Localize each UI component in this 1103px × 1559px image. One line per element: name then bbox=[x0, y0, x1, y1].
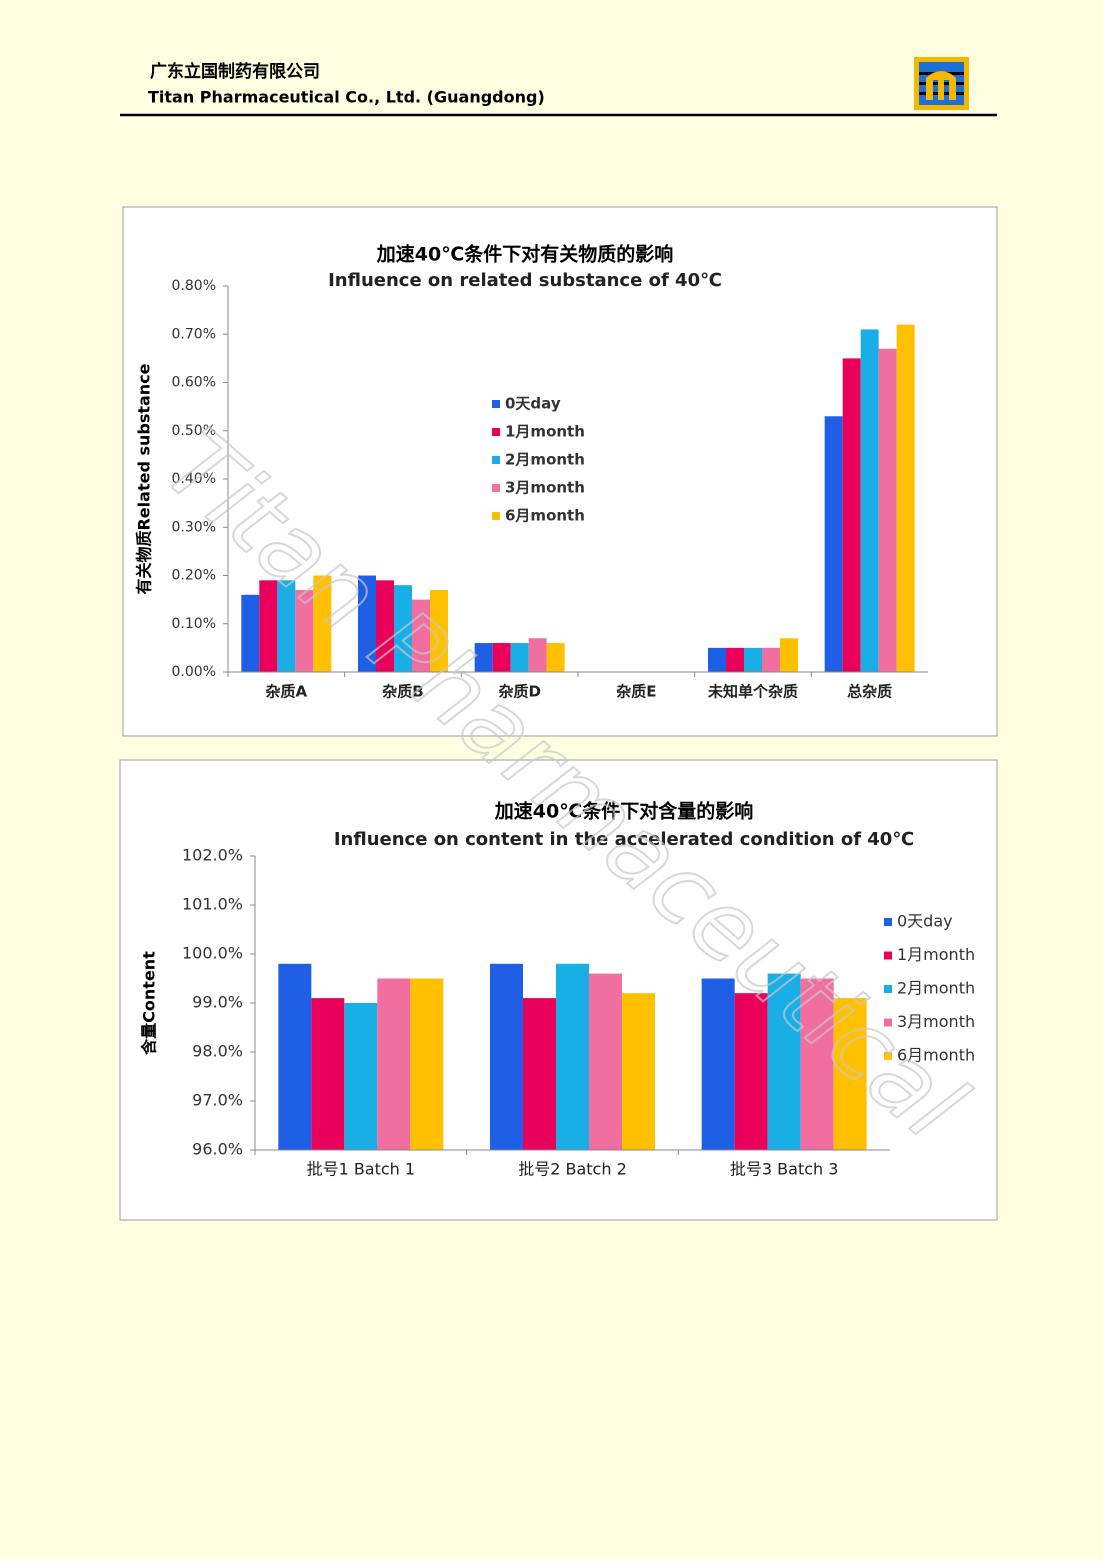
bar bbox=[278, 963, 312, 1150]
bar bbox=[734, 993, 768, 1150]
bar bbox=[241, 594, 260, 672]
bar bbox=[800, 978, 834, 1150]
bar bbox=[556, 963, 589, 1150]
bar bbox=[833, 998, 867, 1150]
x-tick-label: 批号2 Batch 2 bbox=[518, 1160, 627, 1179]
bar bbox=[490, 963, 523, 1150]
bar bbox=[589, 973, 622, 1150]
bar bbox=[523, 998, 556, 1150]
bar bbox=[878, 348, 897, 672]
legend-swatch bbox=[884, 918, 892, 926]
y-tick-label: 0.60% bbox=[172, 375, 216, 391]
legend-label: 1月month bbox=[505, 423, 585, 441]
y-axis-label: 有关物质Related substance bbox=[135, 363, 154, 594]
legend-swatch bbox=[492, 456, 500, 464]
legend-swatch bbox=[492, 512, 500, 520]
x-tick-label: 未知单个杂质 bbox=[707, 683, 798, 701]
company-cn: 广东立国制药有限公司 bbox=[150, 61, 320, 82]
legend-label: 0天day bbox=[505, 395, 561, 413]
bar bbox=[744, 647, 762, 672]
legend-swatch bbox=[884, 1052, 892, 1060]
bar bbox=[430, 589, 448, 672]
bar bbox=[510, 643, 529, 672]
bar bbox=[726, 647, 744, 672]
bar bbox=[842, 358, 861, 672]
y-tick-label: 0.50% bbox=[172, 423, 216, 439]
bar bbox=[708, 647, 726, 672]
bar bbox=[376, 580, 394, 672]
bar bbox=[767, 973, 801, 1150]
y-axis-label: 含量Content bbox=[140, 951, 159, 1055]
bar bbox=[277, 580, 296, 672]
y-tick-label: 101.0% bbox=[182, 895, 243, 914]
company-en: Titan Pharmaceutical Co., Ltd. (Guangdon… bbox=[148, 88, 545, 107]
y-tick-label: 99.0% bbox=[192, 993, 243, 1012]
bar bbox=[410, 978, 444, 1150]
y-tick-label: 0.00% bbox=[172, 664, 216, 680]
bar bbox=[259, 580, 278, 672]
bar bbox=[412, 599, 430, 672]
y-tick-label: 0.10% bbox=[172, 616, 216, 632]
bar bbox=[701, 978, 735, 1150]
bar bbox=[474, 643, 493, 672]
legend-label: 2月month bbox=[897, 979, 975, 998]
chart-title: 加速40℃条件下对含量的影响 bbox=[494, 800, 753, 823]
x-tick-label: 杂质E bbox=[616, 683, 656, 701]
legend-swatch bbox=[492, 400, 500, 408]
x-tick-label: 杂质D bbox=[498, 683, 540, 701]
y-tick-label: 0.70% bbox=[172, 326, 216, 342]
legend-label: 0天day bbox=[897, 912, 953, 931]
legend-label: 1月month bbox=[897, 945, 975, 964]
y-tick-label: 97.0% bbox=[192, 1091, 243, 1110]
bar bbox=[780, 638, 798, 672]
bar bbox=[344, 1003, 378, 1150]
bar bbox=[622, 993, 655, 1150]
legend-swatch bbox=[492, 484, 500, 492]
y-tick-label: 100.0% bbox=[182, 944, 243, 963]
charts: 加速40℃条件下对有关物质的影响 Influence on related sub… bbox=[135, 243, 976, 1179]
y-tick-label: 98.0% bbox=[192, 1042, 243, 1061]
legend-label: 3月month bbox=[897, 1012, 975, 1031]
chart-subtitle: Influence on content in the accelerated … bbox=[334, 829, 914, 850]
bar bbox=[394, 585, 412, 672]
y-tick-label: 0.20% bbox=[172, 568, 216, 584]
bar bbox=[313, 575, 332, 672]
y-tick-label: 102.0% bbox=[182, 846, 243, 865]
legend-label: 6月month bbox=[897, 1046, 975, 1065]
legend-label: 3月month bbox=[505, 479, 585, 497]
bar bbox=[762, 647, 780, 672]
x-tick-label: 批号3 Batch 3 bbox=[730, 1160, 839, 1179]
bar bbox=[311, 998, 345, 1150]
bar bbox=[860, 329, 879, 672]
y-tick-label: 0.30% bbox=[172, 519, 216, 535]
legend-label: 2月month bbox=[505, 451, 585, 469]
x-tick-label: 批号1 Batch 1 bbox=[307, 1160, 416, 1179]
bar bbox=[528, 638, 547, 672]
bar bbox=[358, 575, 376, 672]
bar bbox=[492, 643, 511, 672]
chart-title: 加速40℃条件下对有关物质的影响 bbox=[376, 243, 673, 266]
x-tick-label: 杂质B bbox=[382, 683, 423, 701]
x-tick-label: 总杂质 bbox=[847, 683, 892, 701]
legend-swatch bbox=[884, 985, 892, 993]
y-tick-label: 0.80% bbox=[172, 278, 216, 294]
bar bbox=[896, 324, 915, 672]
bar bbox=[824, 416, 843, 672]
bar bbox=[295, 589, 314, 672]
y-tick-label: 0.40% bbox=[172, 471, 216, 487]
bar bbox=[377, 978, 411, 1150]
bar bbox=[546, 643, 565, 672]
legend-swatch bbox=[884, 951, 892, 960]
chart-subtitle: Influence on related substance of 40℃ bbox=[328, 270, 722, 291]
y-tick-label: 96.0% bbox=[192, 1140, 243, 1159]
x-tick-label: 杂质A bbox=[266, 683, 308, 701]
legend-swatch bbox=[884, 1018, 892, 1027]
logo bbox=[914, 57, 969, 110]
legend-label: 6月month bbox=[505, 507, 585, 525]
legend-swatch bbox=[492, 428, 500, 436]
